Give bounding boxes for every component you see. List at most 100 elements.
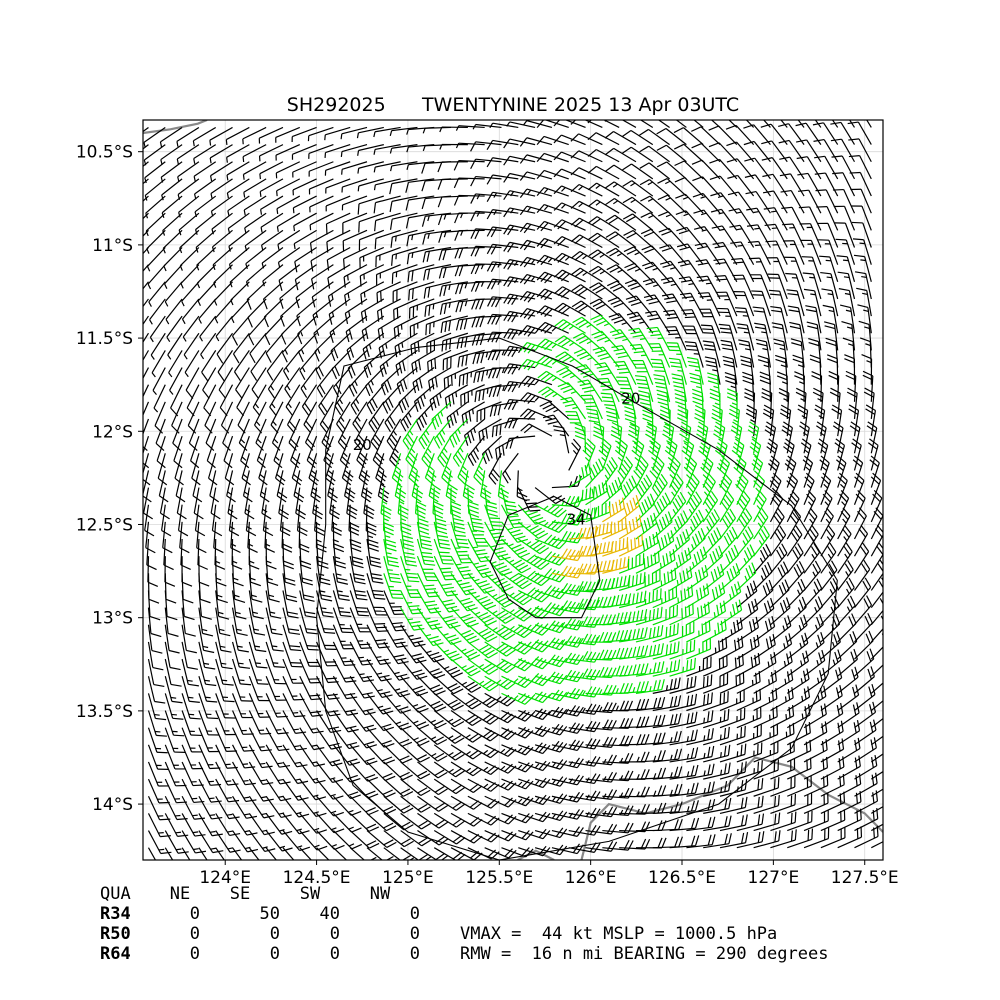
wind-barb bbox=[551, 618, 584, 631]
wind-barb bbox=[176, 144, 200, 165]
wind-barb bbox=[635, 531, 659, 557]
wind-barb bbox=[299, 607, 318, 635]
wind-barb bbox=[198, 658, 217, 687]
wind-barb bbox=[613, 360, 637, 385]
wind-barb bbox=[261, 487, 272, 520]
wind-barb bbox=[299, 813, 327, 834]
wind-barb bbox=[719, 581, 742, 609]
wind-barb bbox=[373, 126, 401, 138]
wind-barb bbox=[373, 195, 401, 214]
wind-barb bbox=[786, 543, 804, 574]
wind-barb bbox=[282, 813, 310, 835]
radii-value: 40 bbox=[319, 904, 340, 924]
wind-barb bbox=[349, 607, 371, 633]
wind-barb bbox=[832, 172, 856, 197]
wind-barb bbox=[405, 195, 435, 211]
wind-barb bbox=[296, 298, 317, 327]
wind-barb bbox=[870, 595, 883, 626]
wind-barb bbox=[553, 269, 586, 283]
wind-barb bbox=[719, 761, 747, 780]
wind-barb bbox=[488, 384, 519, 398]
wind-barb bbox=[736, 652, 761, 677]
wind-barb bbox=[348, 367, 368, 397]
wind-barb bbox=[147, 830, 172, 855]
wind-barb bbox=[806, 321, 822, 351]
wind-barb bbox=[619, 698, 650, 712]
wind-barb bbox=[781, 421, 793, 454]
wind-barb bbox=[551, 600, 584, 614]
wind-barb bbox=[622, 196, 654, 214]
wind-barb bbox=[297, 315, 317, 345]
wind-barb bbox=[373, 161, 401, 173]
wind-barb bbox=[602, 665, 633, 677]
wind-barb bbox=[786, 289, 805, 317]
wind-barb bbox=[383, 675, 411, 698]
wind-barb bbox=[816, 421, 827, 454]
wind-barb bbox=[415, 401, 435, 431]
wind-barb bbox=[703, 797, 732, 814]
wind-barb bbox=[646, 326, 671, 351]
wind-barb bbox=[736, 778, 764, 797]
radii-value: 0 bbox=[409, 944, 420, 964]
wind-barb bbox=[820, 809, 846, 832]
radii-value: 0 bbox=[329, 944, 340, 964]
wind-barb bbox=[854, 772, 878, 797]
wind-barb bbox=[854, 595, 873, 626]
wind-barb bbox=[278, 264, 301, 291]
wind-barb bbox=[484, 692, 517, 707]
wind-barb bbox=[244, 487, 255, 520]
wind-barb bbox=[700, 324, 721, 351]
wind-barb bbox=[649, 455, 665, 488]
wind-barb bbox=[484, 812, 517, 825]
wind-barb bbox=[571, 267, 603, 283]
wind-barb bbox=[308, 144, 334, 159]
wind-barb bbox=[167, 332, 183, 360]
wind-barb bbox=[366, 710, 394, 732]
wind-barb bbox=[719, 743, 747, 763]
wind-barb bbox=[263, 298, 284, 328]
wind-barb bbox=[421, 435, 435, 468]
wind-barb bbox=[803, 810, 829, 832]
wind-barb bbox=[181, 281, 200, 307]
radii-value: 0 bbox=[189, 944, 200, 964]
wind-barb bbox=[551, 548, 584, 562]
wind-barb bbox=[719, 635, 744, 660]
wind-barb bbox=[702, 637, 728, 660]
wind-barb bbox=[281, 332, 301, 363]
wind-barb bbox=[433, 727, 465, 744]
wind-barb bbox=[450, 692, 482, 710]
wind-barb bbox=[501, 607, 533, 622]
wind-barb bbox=[605, 181, 637, 197]
wind-barb bbox=[215, 573, 228, 604]
wind-barb bbox=[251, 367, 267, 399]
wind-barb bbox=[356, 126, 384, 139]
wind-barb bbox=[450, 538, 473, 564]
wind-barb bbox=[181, 813, 206, 837]
wind-barb bbox=[669, 603, 694, 626]
wind-barb bbox=[150, 332, 166, 360]
wind-barb bbox=[551, 809, 584, 820]
wind-barb bbox=[801, 256, 822, 282]
wind-barb bbox=[835, 238, 856, 265]
wind-barb bbox=[803, 560, 822, 591]
wind-barb bbox=[534, 503, 567, 518]
wind-barb bbox=[232, 332, 250, 364]
wind-barb bbox=[585, 480, 609, 506]
wind-barb bbox=[265, 727, 290, 752]
wind-barb bbox=[413, 384, 435, 412]
wind-barb bbox=[685, 491, 703, 523]
wind-barb bbox=[753, 652, 777, 677]
wind-barb bbox=[417, 744, 448, 762]
wind-barb bbox=[817, 222, 839, 248]
wind-barb bbox=[486, 278, 519, 290]
wind-barb bbox=[231, 573, 246, 603]
wind-barb bbox=[383, 538, 400, 568]
storm-id: SH292025 bbox=[286, 94, 386, 116]
wind-barb bbox=[608, 312, 637, 334]
wind-barb bbox=[837, 613, 857, 643]
wind-barb bbox=[198, 813, 223, 837]
wind-barb bbox=[820, 702, 844, 729]
wind-barb bbox=[292, 195, 317, 214]
wind-barb bbox=[786, 668, 810, 694]
